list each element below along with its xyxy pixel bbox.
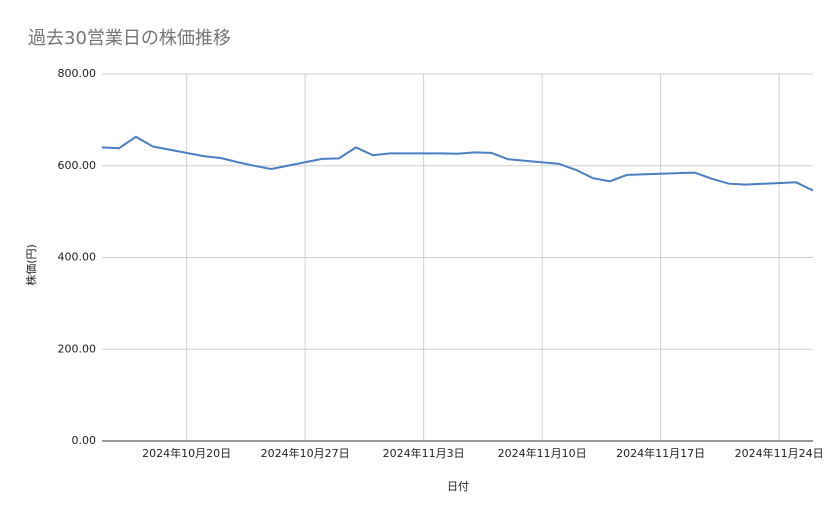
y-tick-label: 800.00 xyxy=(58,67,97,80)
y-axis-label: 株価(円) xyxy=(24,244,38,286)
x-tick-label: 2024年11月24日 xyxy=(735,446,824,460)
x-tick-label: 2024年10月27日 xyxy=(261,446,350,460)
x-tick-label: 2024年11月10日 xyxy=(498,446,587,460)
chart-title: 過去30営業日の株価推移 xyxy=(28,28,231,49)
x-axis-label: 日付 xyxy=(447,480,469,493)
x-tick-label: 2024年11月17日 xyxy=(616,446,705,460)
x-tick-label: 2024年11月3日 xyxy=(383,446,465,460)
y-tick-label: 400.00 xyxy=(58,251,97,264)
x-tick-label: 2024年10月20日 xyxy=(142,446,231,460)
y-tick-label: 0.00 xyxy=(72,434,97,447)
y-tick-label: 200.00 xyxy=(58,342,97,355)
y-tick-label: 600.00 xyxy=(58,159,97,172)
price-line xyxy=(101,135,814,192)
